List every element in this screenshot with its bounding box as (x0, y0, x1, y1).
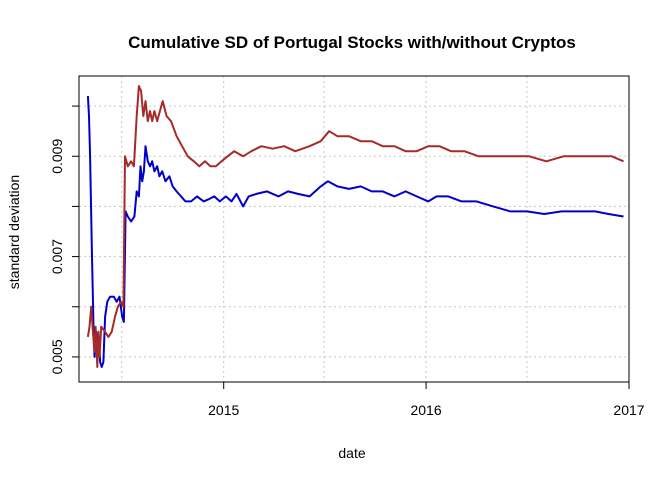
x-tick-label: 2017 (613, 402, 644, 418)
y-tick-label: 0.005 (49, 339, 65, 374)
plot-frame (78, 75, 630, 383)
x-tick-label: 2015 (208, 402, 239, 418)
y-axis-label: standard deviation (6, 175, 22, 289)
chart-title: Cumulative SD of Portugal Stocks with/wi… (128, 33, 576, 52)
y-axis: 0.005 0.007 0.009 (49, 105, 79, 374)
x-axis-label: date (338, 445, 365, 461)
y-tick-label: 0.009 (49, 139, 65, 174)
x-axis: 2015 2016 2017 (208, 382, 645, 418)
series-lines (86, 85, 624, 368)
grid-lines (79, 76, 630, 382)
series-line-2 (86, 85, 624, 368)
series-line-1 (86, 96, 624, 368)
y-tick-label: 0.007 (49, 239, 65, 274)
x-tick-label: 2016 (410, 402, 441, 418)
